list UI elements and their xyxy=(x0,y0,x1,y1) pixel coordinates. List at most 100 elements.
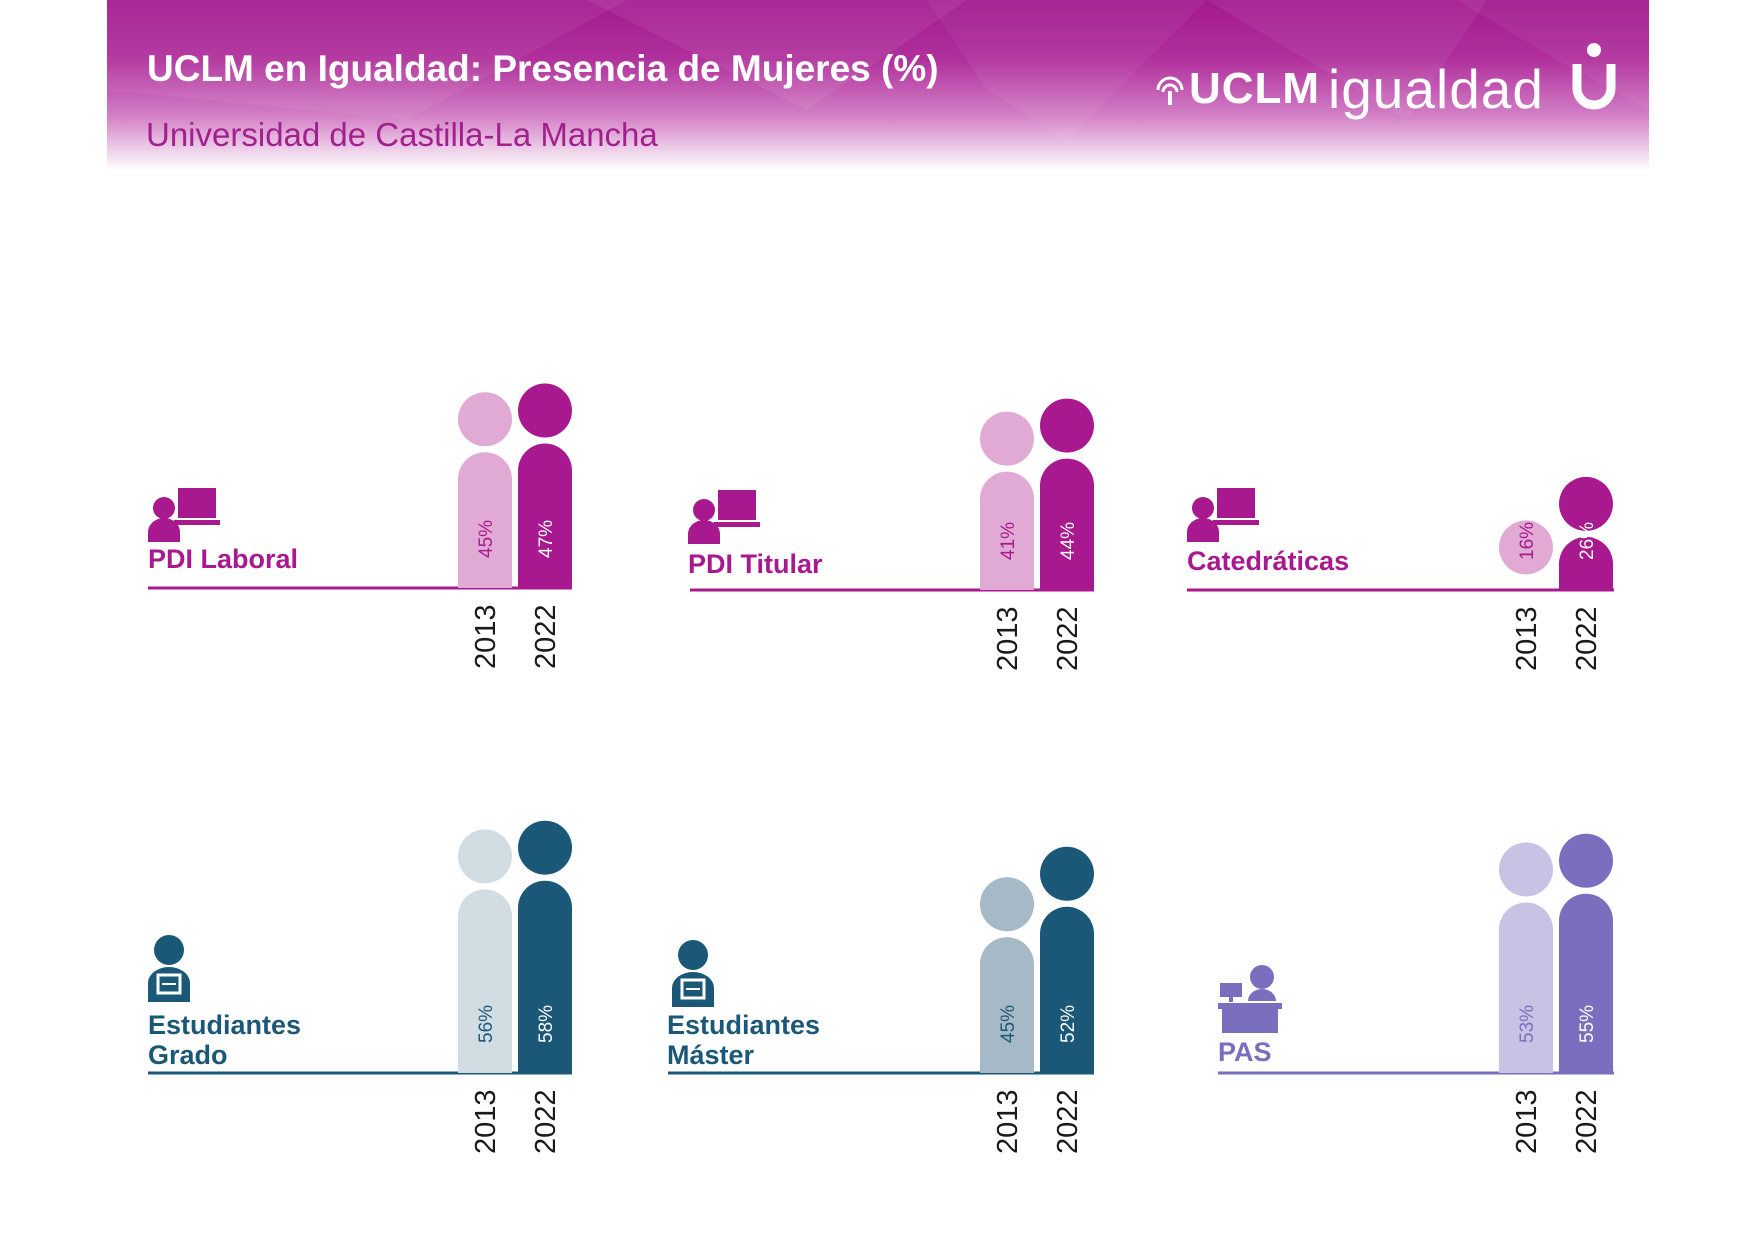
student-backpack-icon xyxy=(672,940,714,1007)
data-label: 41% xyxy=(998,522,1019,560)
year-label: 2022 xyxy=(1571,606,1603,671)
data-label: 53% xyxy=(1517,1005,1538,1043)
page-title: UCLM en Igualdad: Presencia de Mujeres (… xyxy=(147,48,939,89)
year-label: 2022 xyxy=(530,604,562,669)
panel-label: PDI Laboral xyxy=(148,544,298,574)
bar-2022: 26% 2022 xyxy=(1559,476,1613,671)
data-label: 26% xyxy=(1577,522,1598,560)
panel-label-line: Estudiantes xyxy=(148,1010,301,1040)
bar-2022: 52% 2022 xyxy=(1040,846,1094,1154)
bar-head xyxy=(1499,842,1553,897)
bar-body xyxy=(1040,458,1094,590)
bar-body xyxy=(458,452,512,588)
bar-body xyxy=(980,937,1034,1073)
bar-head xyxy=(980,411,1034,466)
bar-body xyxy=(1040,906,1094,1073)
data-label: 16% xyxy=(1517,522,1538,560)
chart-panel-3: Catedráticas 16% 2013 26% 2022 xyxy=(1187,476,1614,671)
chart-panel-6: PAS 53% 2013 55% 2022 xyxy=(1218,833,1614,1154)
bar-2013: 41% 2013 xyxy=(980,411,1034,671)
chart-panel-2: PDI Titular 41% 2013 44% 2022 xyxy=(688,398,1094,671)
bar-2013: 45% 2013 xyxy=(980,877,1034,1154)
year-label: 2013 xyxy=(1511,1089,1543,1154)
logo-u-icon xyxy=(1572,43,1616,110)
bar-head xyxy=(1040,846,1094,901)
icon-desk xyxy=(1213,520,1259,525)
bar-body xyxy=(1559,893,1613,1073)
bar-head xyxy=(458,392,512,447)
panel-label-line: Estudiantes xyxy=(667,1010,820,1040)
icon-head xyxy=(678,940,708,970)
icon-monitor xyxy=(1220,983,1242,997)
icon-body xyxy=(1187,518,1219,542)
icon-desk xyxy=(714,522,760,527)
staff-reception-desk-icon xyxy=(1218,965,1282,1033)
header-banner: UCLM en Igualdad: Presencia de Mujeres (… xyxy=(107,0,1649,170)
logo-signal-icon xyxy=(1156,76,1184,105)
data-label: 45% xyxy=(476,520,497,558)
icon-head xyxy=(153,497,175,519)
icon-body xyxy=(688,520,720,544)
bar-head xyxy=(458,829,512,884)
chart-panel-1: PDI Laboral 45% 2013 47% 2022 xyxy=(148,383,572,669)
bar-body xyxy=(518,443,572,588)
bar-body xyxy=(458,889,512,1073)
icon-stand xyxy=(1229,997,1233,1002)
student-backpack-icon xyxy=(148,935,190,1002)
panel-label-line: Grado xyxy=(148,1040,228,1070)
bar-head xyxy=(1040,398,1094,453)
bar-head xyxy=(518,820,572,875)
icon-board xyxy=(718,490,756,520)
bar-head xyxy=(980,877,1034,932)
bar-clipped xyxy=(1499,520,1553,575)
icon-body xyxy=(1248,989,1276,1001)
bar-2013: 45% 2013 xyxy=(458,392,512,669)
bar-body xyxy=(518,880,572,1073)
year-label: 2013 xyxy=(470,1089,502,1154)
data-label: 52% xyxy=(1058,1005,1079,1043)
panel-label: PAS xyxy=(1218,1037,1272,1067)
bar-2013: 16% 2013 xyxy=(1499,520,1553,671)
logo-uclm-text: UCLM xyxy=(1189,64,1321,113)
data-label: 45% xyxy=(998,1005,1019,1043)
icon-head xyxy=(154,935,184,965)
icon-board xyxy=(1217,488,1255,518)
year-label: 2022 xyxy=(1571,1089,1603,1154)
bar-head xyxy=(1559,833,1613,888)
year-label: 2013 xyxy=(1511,606,1543,671)
logo-igualdad-text: igualdad xyxy=(1328,58,1544,120)
year-label: 2022 xyxy=(1052,606,1084,671)
bar-head xyxy=(1559,476,1613,531)
bar-2022: 44% 2022 xyxy=(1040,398,1094,671)
teacher-at-desk-icon xyxy=(1187,488,1259,542)
year-label: 2013 xyxy=(992,1089,1024,1154)
bar-2022: 47% 2022 xyxy=(518,383,572,669)
teacher-at-desk-icon xyxy=(148,488,220,542)
data-label: 47% xyxy=(536,520,557,558)
uclm-igualdad-logo: UCLM igualdad xyxy=(1153,38,1623,128)
panel-label: Catedráticas xyxy=(1187,546,1349,576)
year-label: 2022 xyxy=(1052,1089,1084,1154)
bar-head xyxy=(518,383,572,438)
page-subtitle: Universidad de Castilla-La Mancha xyxy=(146,116,658,153)
icon-head xyxy=(693,499,715,521)
data-label: 44% xyxy=(1058,522,1079,560)
icon-body xyxy=(148,518,180,542)
panel-label: PDI Titular xyxy=(688,549,823,579)
year-label: 2013 xyxy=(992,606,1024,671)
data-label: 58% xyxy=(536,1005,557,1043)
icon-backpack xyxy=(156,973,182,995)
panel-label-line: Máster xyxy=(667,1040,755,1070)
bar-body xyxy=(1499,902,1553,1073)
data-label: 55% xyxy=(1577,1005,1598,1043)
year-label: 2022 xyxy=(530,1089,562,1154)
bar-body xyxy=(980,471,1034,590)
icon-head xyxy=(1192,497,1214,519)
teacher-at-desk-icon xyxy=(688,490,760,544)
banner-decoration xyxy=(107,0,1649,140)
icon-desk xyxy=(174,520,220,525)
bar-body xyxy=(1559,536,1613,590)
